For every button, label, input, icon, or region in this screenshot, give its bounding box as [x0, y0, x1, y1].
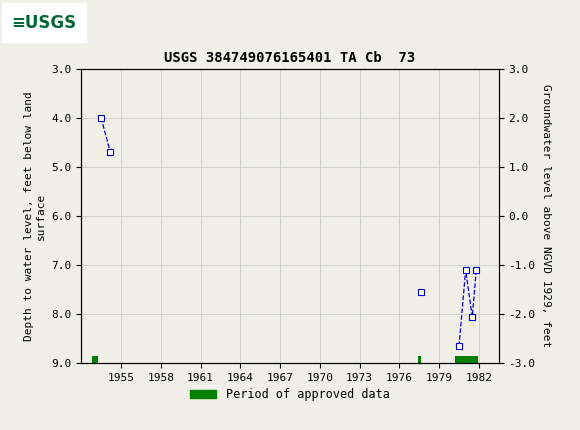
Text: USGS 384749076165401 TA Cb  73: USGS 384749076165401 TA Cb 73	[164, 51, 416, 65]
Y-axis label: Depth to water level, feet below land
surface: Depth to water level, feet below land su…	[24, 91, 46, 341]
Bar	[92, 356, 98, 363]
Bar	[418, 356, 421, 363]
FancyBboxPatch shape	[2, 3, 86, 43]
Bar	[455, 356, 477, 363]
FancyBboxPatch shape	[3, 3, 78, 42]
Legend: Period of approved data: Period of approved data	[186, 384, 394, 406]
Y-axis label: Groundwater level above NGVD 1929, feet: Groundwater level above NGVD 1929, feet	[541, 84, 551, 348]
Text: ≡USGS: ≡USGS	[3, 14, 79, 31]
Text: ≡USGS: ≡USGS	[11, 14, 76, 31]
